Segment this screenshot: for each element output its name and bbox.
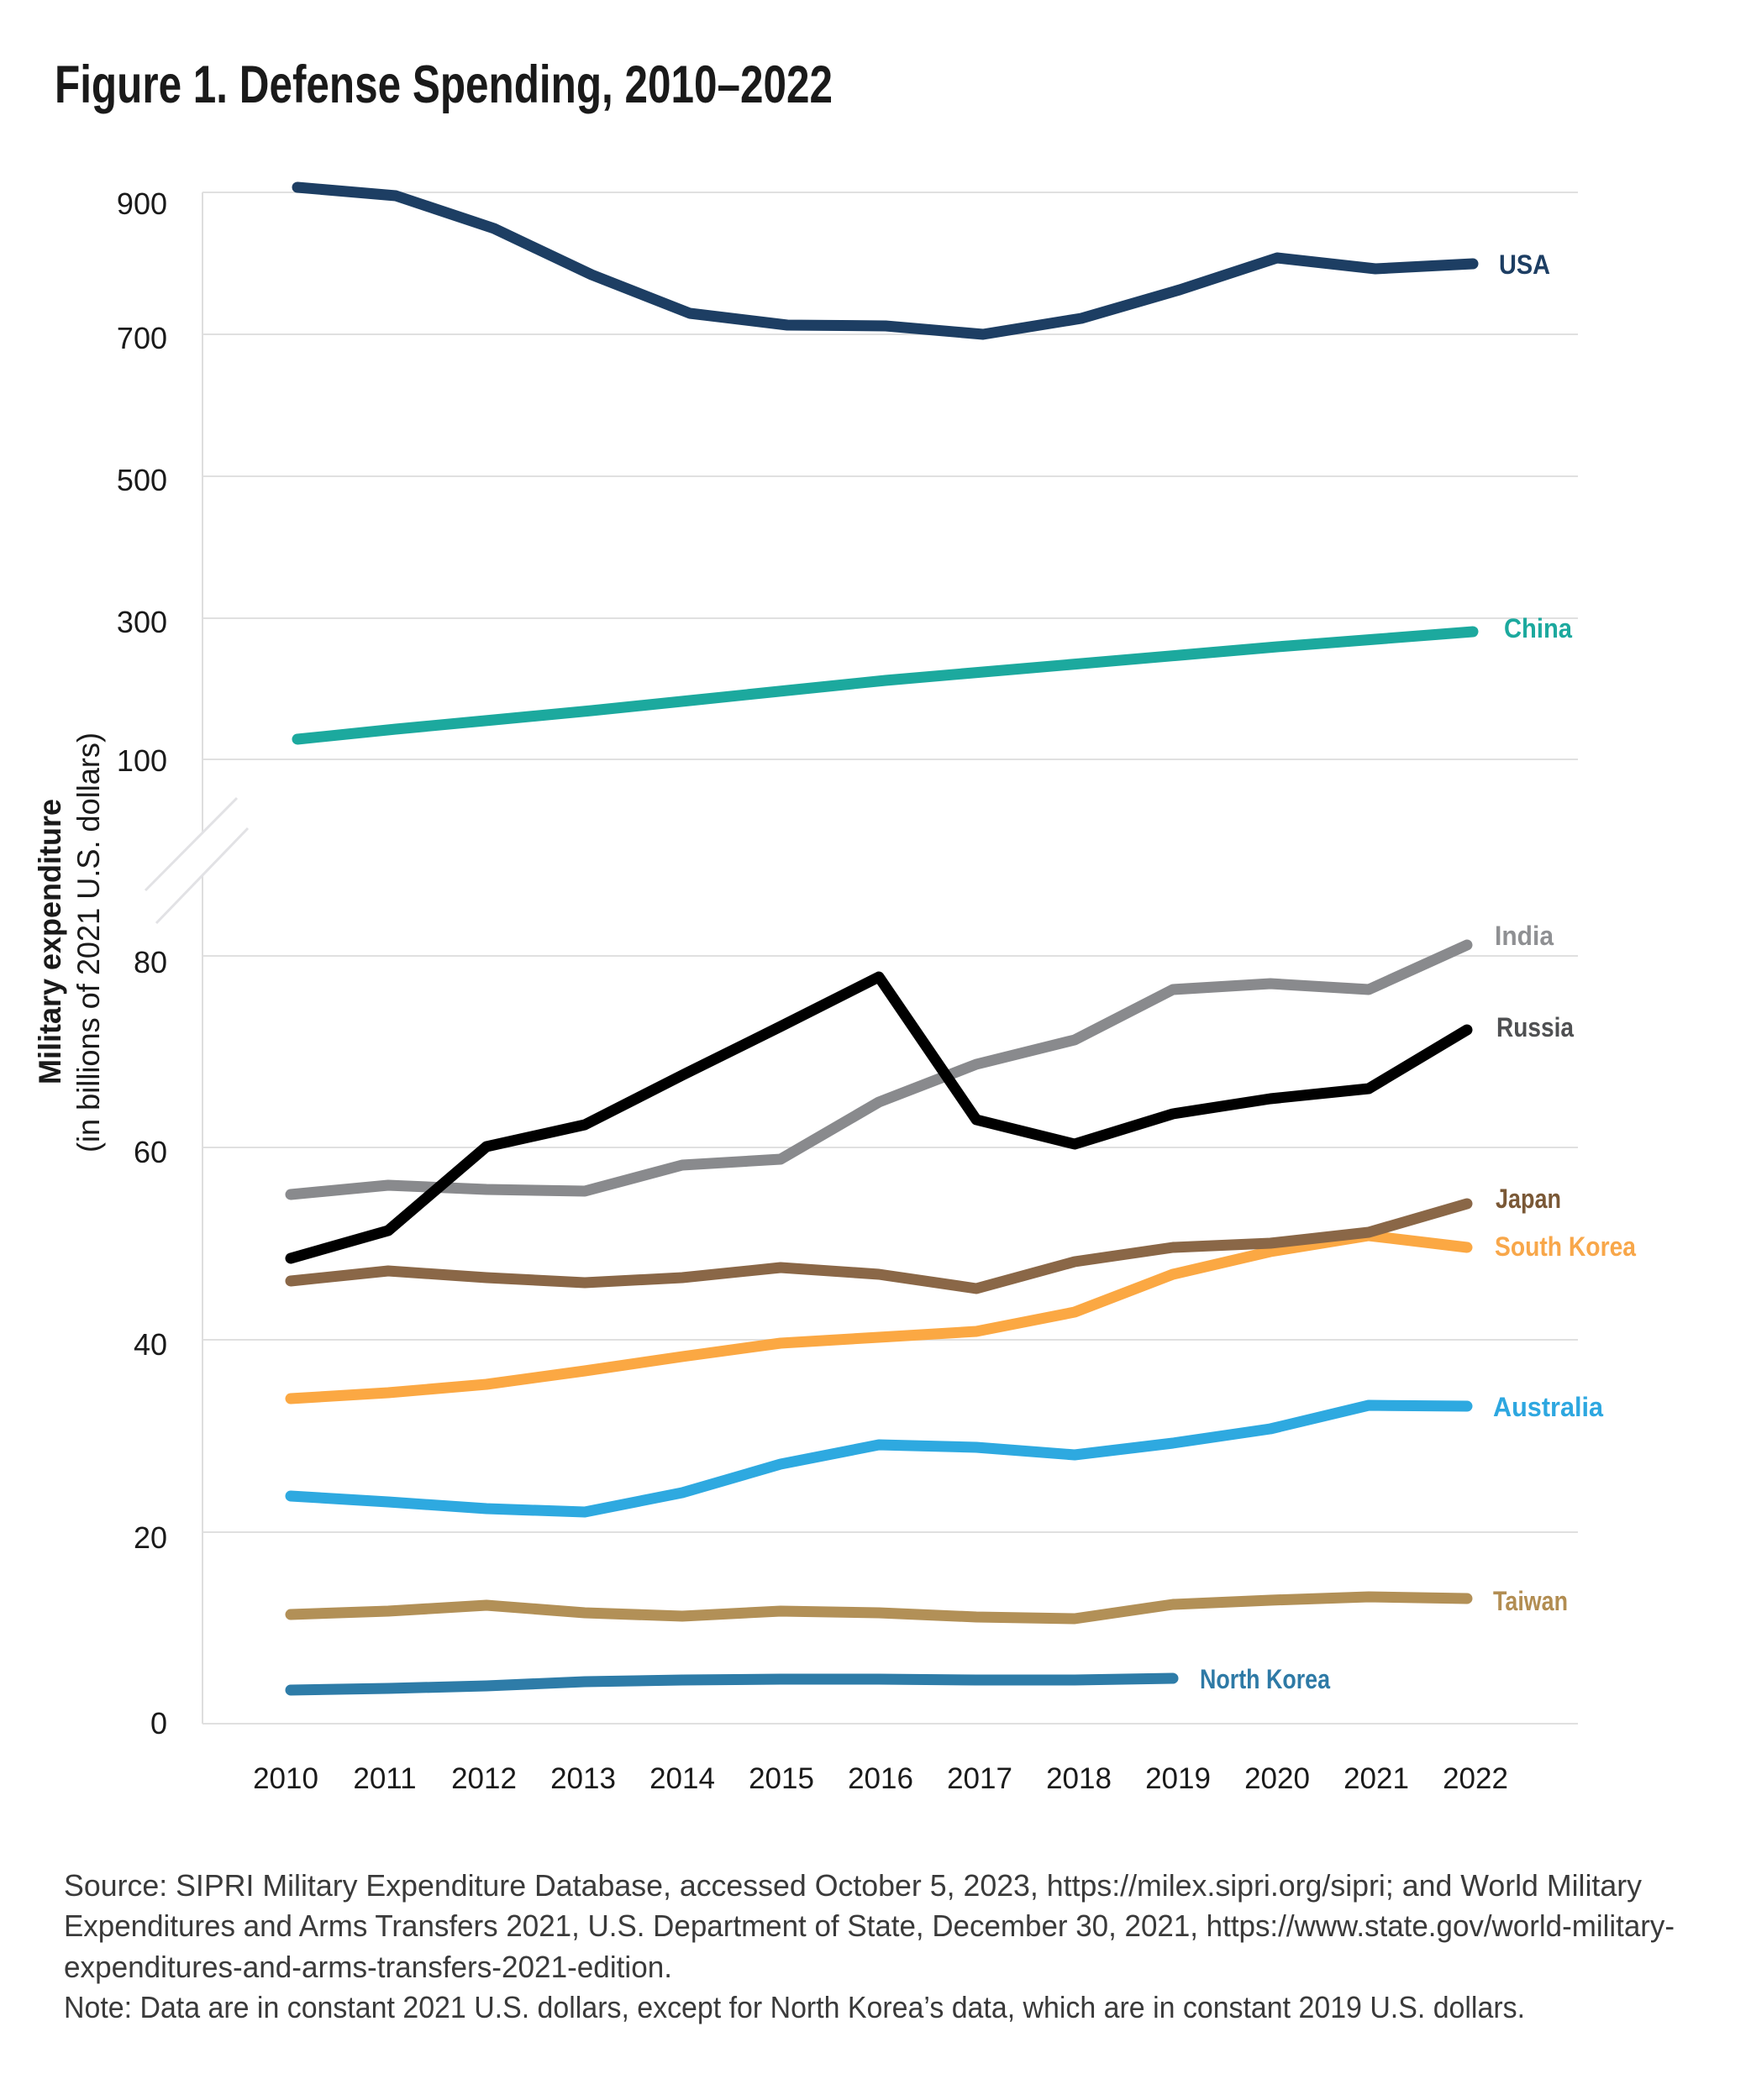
svg-text:700: 700 [117,321,167,355]
svg-text:2015: 2015 [749,1762,814,1795]
svg-text:Taiwan: Taiwan [1493,1586,1568,1616]
svg-text:South Korea: South Korea [1495,1231,1636,1262]
svg-text:0: 0 [150,1706,167,1740]
svg-text:India: India [1495,921,1554,951]
svg-text:2016: 2016 [848,1762,913,1795]
svg-text:2014: 2014 [649,1762,715,1795]
svg-text:80: 80 [134,945,167,979]
svg-text:Australia: Australia [1493,1392,1603,1422]
svg-text:20: 20 [134,1520,167,1555]
svg-text:2021: 2021 [1343,1762,1409,1795]
svg-text:2010: 2010 [253,1762,318,1795]
svg-text:300: 300 [117,605,167,639]
svg-text:Figure 1. Defense Spending, 20: Figure 1. Defense Spending, 2010–2022 [55,55,833,114]
svg-text:100: 100 [117,743,167,778]
svg-text:2017: 2017 [947,1762,1012,1795]
svg-text:40: 40 [134,1327,167,1362]
svg-text:2019: 2019 [1145,1762,1211,1795]
svg-text:2018: 2018 [1046,1762,1112,1795]
svg-text:expenditures-and-arms-transfer: expenditures-and-arms-transfers-2021-edi… [64,1950,672,1984]
svg-text:2011: 2011 [353,1762,416,1795]
svg-text:USA: USA [1499,249,1550,280]
svg-text:Russia: Russia [1496,1012,1574,1042]
svg-text:900: 900 [117,186,167,221]
svg-text:2013: 2013 [550,1762,616,1795]
svg-text:Note: Data are in constant 202: Note: Data are in constant 2021 U.S. dol… [64,1990,1525,2024]
svg-text:500: 500 [117,463,167,497]
svg-text:Source: SIPRI Military Expendi: Source: SIPRI Military Expenditure Datab… [64,1868,1642,1903]
svg-text:2022: 2022 [1443,1762,1508,1795]
svg-text:60: 60 [134,1135,167,1169]
svg-text:Expenditures and Arms Transfer: Expenditures and Arms Transfers 2021, U.… [64,1908,1675,1943]
svg-text:2020: 2020 [1244,1762,1310,1795]
svg-text:Military expenditure: Military expenditure [33,799,67,1084]
svg-text:2012: 2012 [451,1762,517,1795]
svg-text:China: China [1504,613,1572,643]
svg-text:North Korea: North Korea [1200,1664,1330,1694]
svg-text:Japan: Japan [1496,1184,1561,1214]
svg-text:(in billions of 2021 U.S. doll: (in billions of 2021 U.S. dollars) [71,732,106,1152]
